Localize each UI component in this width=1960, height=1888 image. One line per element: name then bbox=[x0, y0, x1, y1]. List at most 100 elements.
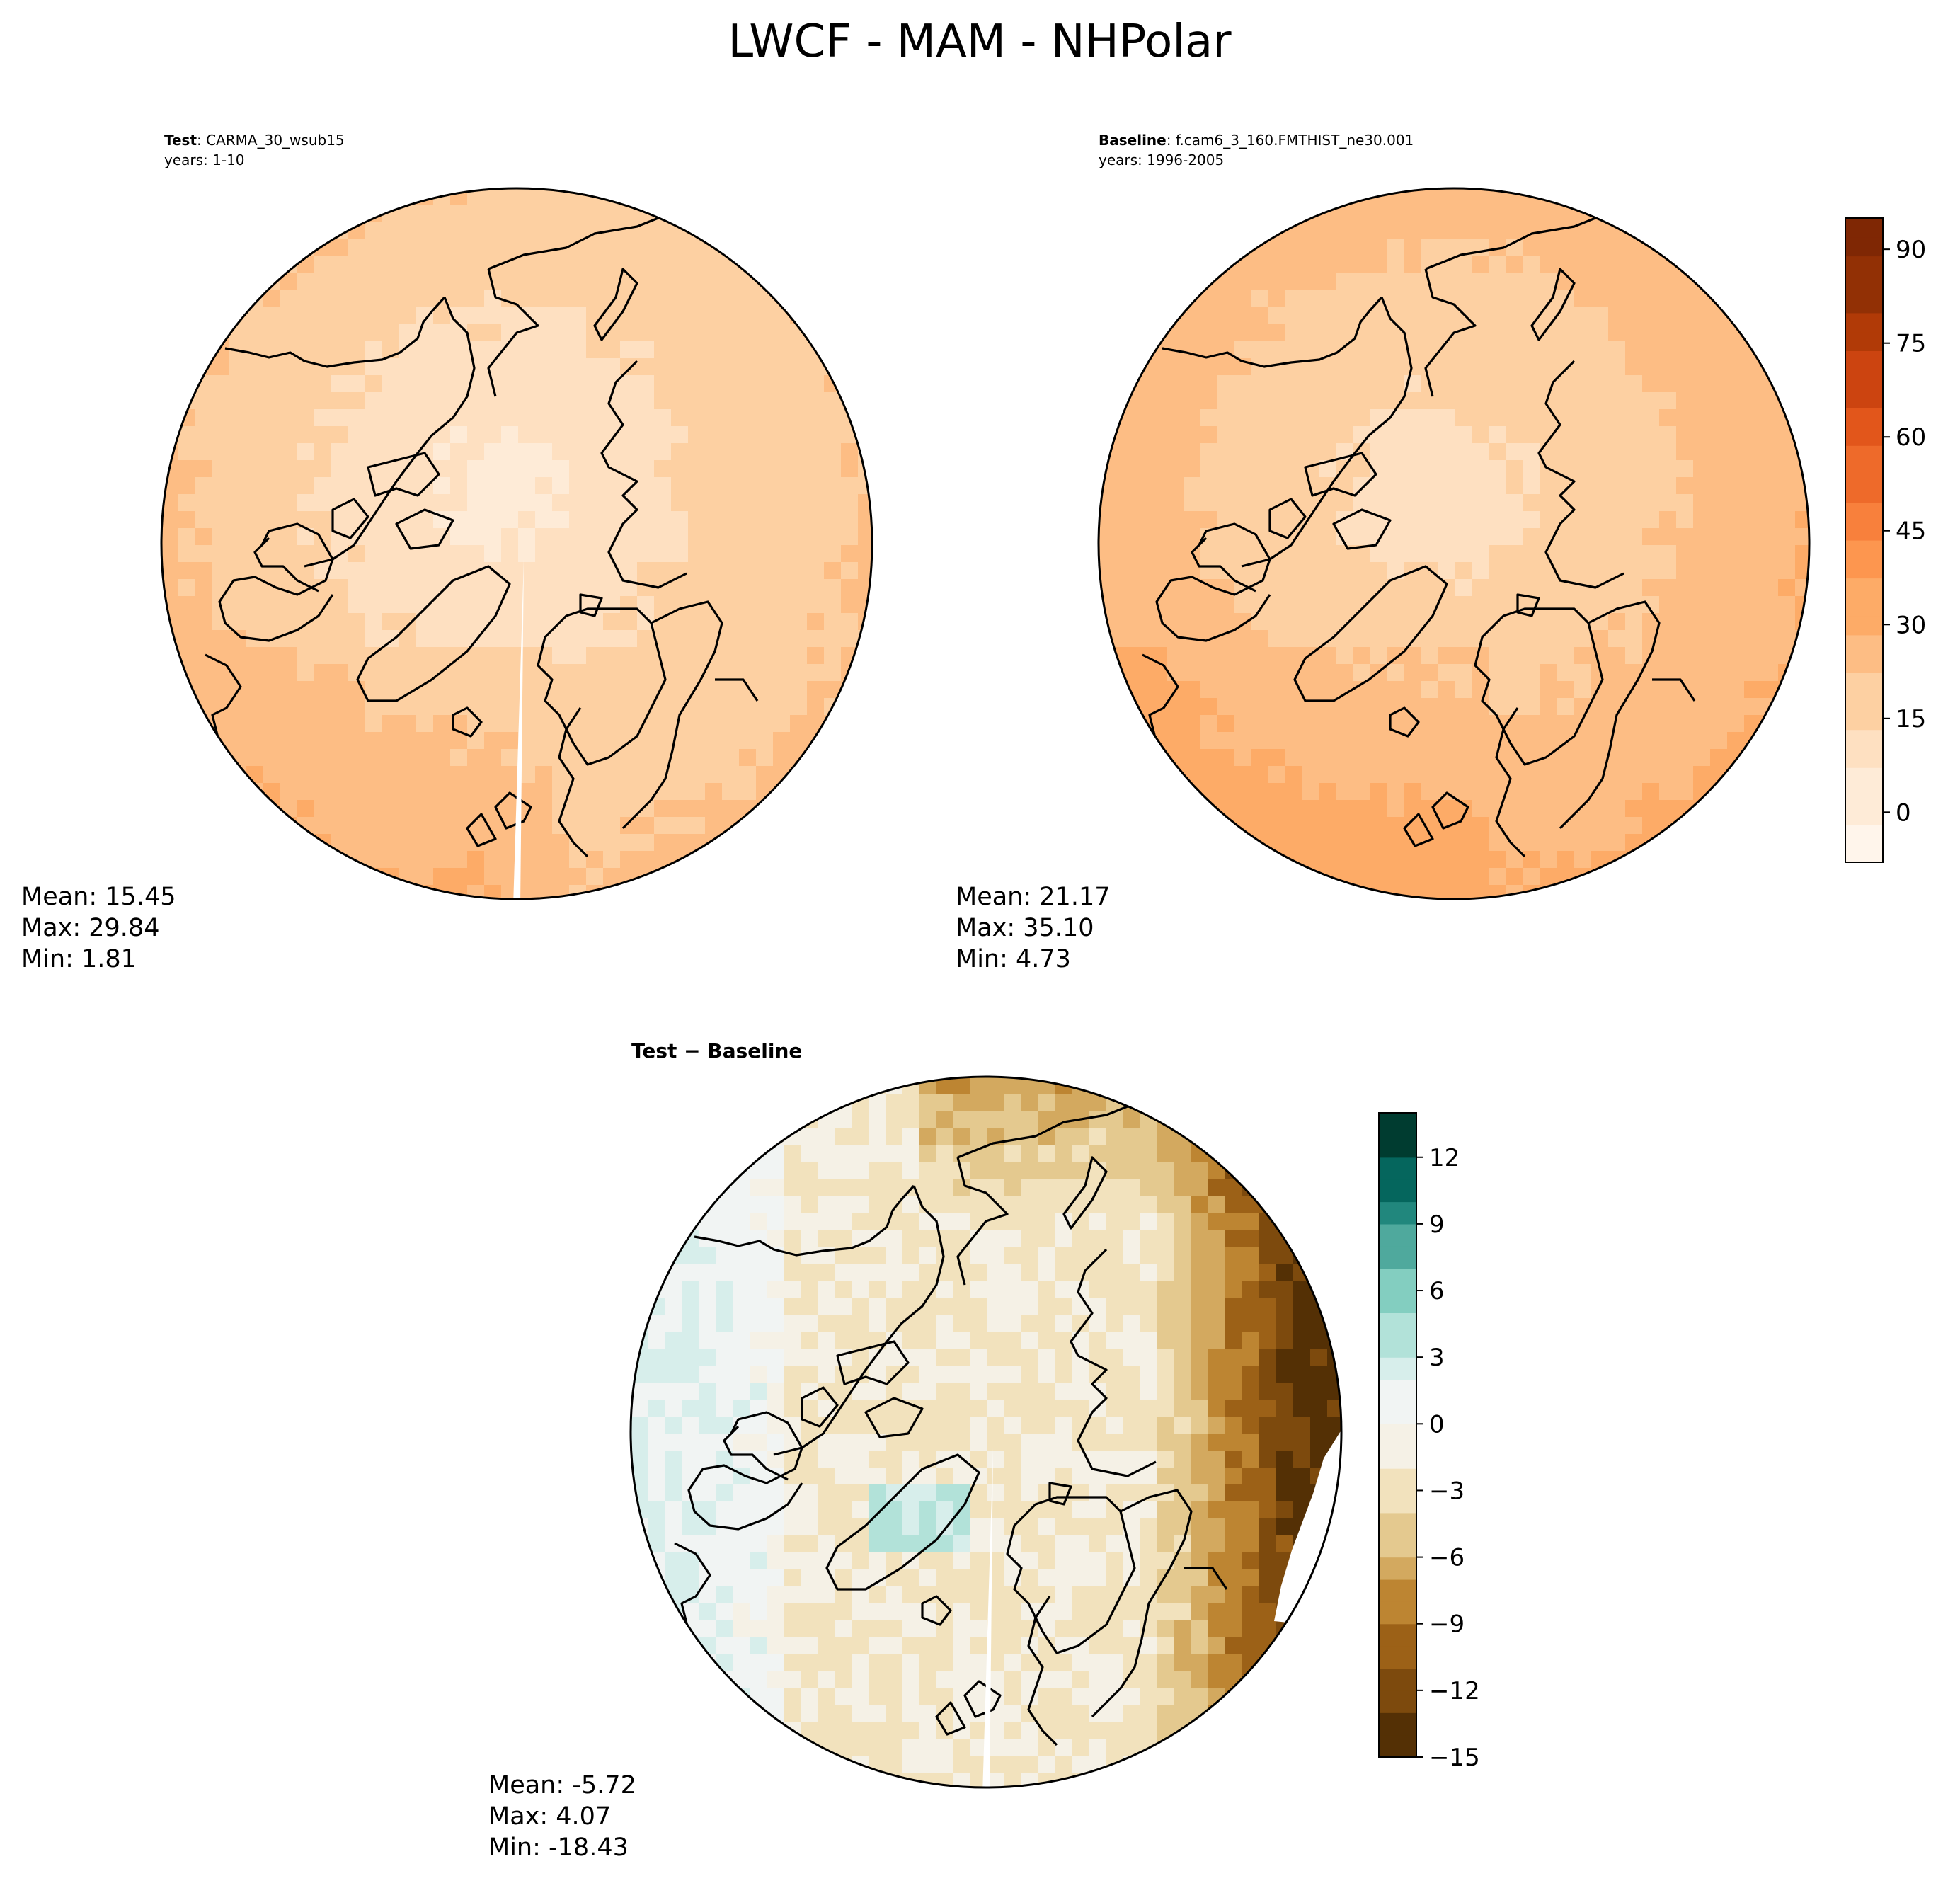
coastline bbox=[1155, 522, 1271, 642]
contour-cell bbox=[416, 732, 434, 750]
contour-cell bbox=[654, 562, 672, 580]
contour-cell bbox=[1251, 511, 1269, 529]
contour-cell bbox=[1055, 1400, 1073, 1417]
contour-cell bbox=[433, 596, 451, 614]
colorbar-swatch bbox=[1379, 1246, 1416, 1269]
contour-cell bbox=[835, 1111, 852, 1128]
contour-cell bbox=[314, 800, 332, 818]
contour-cell bbox=[767, 1586, 784, 1604]
contour-cell bbox=[416, 817, 434, 835]
contour-cell bbox=[484, 528, 502, 546]
contour-cell bbox=[936, 1111, 954, 1128]
contour-cell bbox=[1150, 426, 1167, 444]
contour-cell bbox=[784, 1586, 801, 1604]
contour-cell bbox=[399, 800, 417, 818]
contour-cell bbox=[1319, 579, 1337, 597]
contour-cell bbox=[1106, 1315, 1124, 1332]
contour-cell bbox=[1251, 341, 1269, 359]
contour-cell bbox=[603, 613, 621, 631]
contour-cell bbox=[552, 307, 570, 325]
contour-cell bbox=[1242, 1281, 1260, 1298]
contour-cell bbox=[756, 392, 774, 410]
coastline bbox=[395, 508, 454, 550]
contour-cell bbox=[1455, 579, 1473, 597]
contour-cell bbox=[987, 1162, 1005, 1179]
contour-cell bbox=[869, 1620, 886, 1638]
contour-cell bbox=[852, 1620, 869, 1638]
contour-cell bbox=[1438, 460, 1456, 478]
contour-cell bbox=[1336, 290, 1354, 308]
contour-cell bbox=[936, 1383, 954, 1400]
coastline bbox=[224, 296, 446, 368]
contour-cell bbox=[263, 596, 281, 614]
contour-cell bbox=[970, 1077, 988, 1094]
contour-cell bbox=[1225, 1179, 1243, 1196]
contour-cell bbox=[1353, 392, 1371, 410]
contour-cell bbox=[246, 613, 264, 631]
contour-cell bbox=[1133, 409, 1150, 427]
contour-cell bbox=[212, 426, 230, 444]
contour-cell bbox=[1021, 1179, 1039, 1196]
contour-cell bbox=[382, 443, 400, 461]
contour-cell bbox=[1174, 1434, 1192, 1451]
contour-cell bbox=[1268, 324, 1286, 342]
contour-cell bbox=[688, 290, 706, 308]
contour-cell bbox=[1133, 443, 1150, 461]
contour-cell bbox=[886, 1145, 903, 1162]
contour-cell bbox=[1710, 715, 1728, 733]
contour-cell bbox=[1208, 1247, 1226, 1264]
contour-cell bbox=[750, 1603, 767, 1621]
contour-cell bbox=[331, 579, 349, 597]
contour-cell bbox=[297, 681, 315, 699]
contour-cell bbox=[1591, 817, 1609, 835]
contour-cell bbox=[1106, 1332, 1124, 1349]
contour-cell bbox=[790, 664, 808, 682]
contour-cell bbox=[484, 749, 502, 767]
contour-cell bbox=[1021, 1349, 1039, 1366]
colorbar-swatch bbox=[1845, 521, 1883, 541]
contour-cell bbox=[467, 545, 485, 563]
contour-cell bbox=[835, 1162, 852, 1179]
contour-cell bbox=[1642, 273, 1660, 291]
contour-cell bbox=[722, 579, 740, 597]
contour-cell bbox=[1778, 630, 1796, 648]
contour-cell bbox=[1676, 545, 1694, 563]
contour-cell bbox=[790, 494, 808, 512]
contour-cell bbox=[1150, 460, 1167, 478]
contour-cell bbox=[1116, 511, 1133, 529]
contour-cell bbox=[552, 375, 570, 393]
contour-cell bbox=[1557, 545, 1575, 563]
contour-cell bbox=[348, 239, 366, 257]
contour-cell bbox=[1285, 766, 1303, 784]
contour-cell bbox=[552, 596, 570, 614]
colorbar-swatch bbox=[1845, 350, 1883, 370]
contour-cell bbox=[1472, 205, 1490, 223]
contour-cell bbox=[620, 341, 638, 359]
contour-cell bbox=[767, 1349, 784, 1366]
contour-cell bbox=[1157, 1332, 1175, 1349]
contour-cell bbox=[1116, 375, 1133, 393]
contour-cell bbox=[699, 1281, 716, 1298]
contour-cell bbox=[869, 1552, 886, 1570]
contour-cell bbox=[1242, 1230, 1260, 1247]
contour-cell bbox=[671, 647, 689, 665]
contour-cell bbox=[1157, 1179, 1175, 1196]
contour-cell bbox=[1106, 1722, 1124, 1740]
contour-cell bbox=[902, 1773, 920, 1787]
contour-cell bbox=[1123, 1145, 1141, 1162]
contour-cell bbox=[902, 1722, 920, 1740]
contour-cell bbox=[1676, 273, 1694, 291]
contour-cell bbox=[1099, 664, 1116, 682]
contour-cell bbox=[1710, 460, 1728, 478]
contour-cell bbox=[1574, 766, 1592, 784]
contour-cell bbox=[858, 613, 872, 631]
contour-cell bbox=[1761, 358, 1779, 376]
contour-cell bbox=[1200, 681, 1218, 699]
contour-cell bbox=[1472, 783, 1490, 801]
colorbar-tick-label: 30 bbox=[1896, 611, 1926, 639]
contour-cell bbox=[773, 426, 791, 444]
contour-cell bbox=[569, 443, 587, 461]
contour-cell bbox=[1659, 698, 1677, 716]
contour-cell bbox=[1004, 1213, 1022, 1230]
contour-cell bbox=[886, 1451, 903, 1468]
